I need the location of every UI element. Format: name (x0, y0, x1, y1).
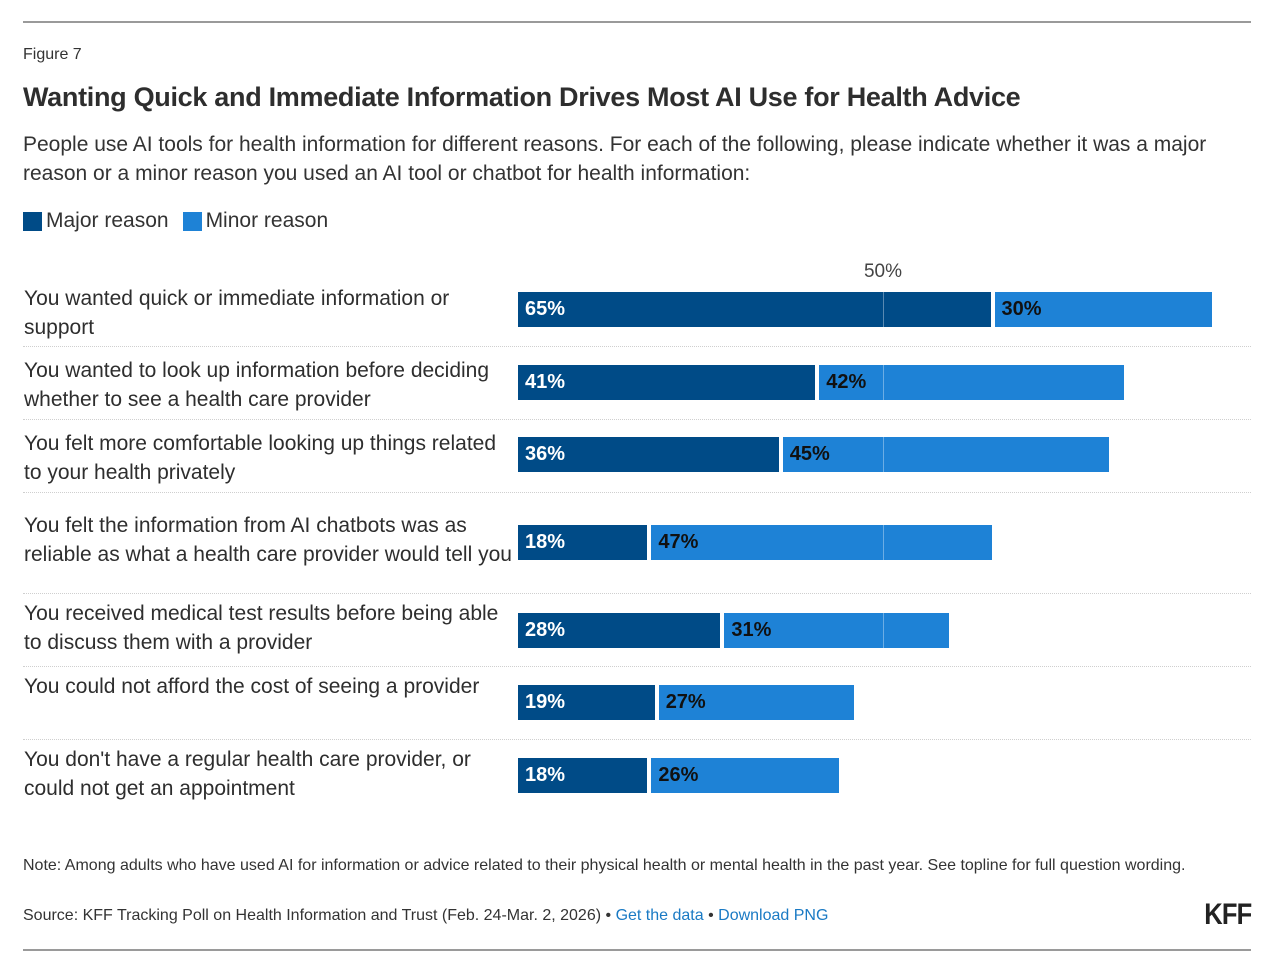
row-label: You felt more comfortable looking up thi… (24, 432, 497, 484)
separator: • (708, 907, 714, 924)
data-label-minor: 42% (826, 371, 867, 393)
data-label-minor: 47% (658, 531, 699, 553)
row-label: You could not afford the cost of seeing … (24, 675, 480, 698)
bar-minor (724, 613, 949, 648)
bar-chart: 50% You wanted quick or immediate inform… (0, 255, 1287, 825)
legend-item-major: Major reason (23, 209, 169, 233)
bar-minor (819, 365, 1124, 400)
bar-minor (782, 437, 1110, 472)
data-label-major: 18% (525, 531, 566, 553)
row-divider (23, 666, 1251, 667)
bar-minor (651, 758, 840, 793)
legend-item-minor: Minor reason (182, 209, 329, 233)
data-label-major: 28% (525, 619, 566, 641)
chart-note: Note: Among adults who have used AI for … (23, 857, 1186, 874)
get-the-data-link[interactable]: Get the data (615, 907, 704, 924)
bar-major (518, 365, 816, 400)
legend: Major reason Minor reason (23, 209, 342, 233)
reference-line-label: 50% (863, 261, 903, 282)
data-label-minor: 31% (731, 619, 772, 641)
data-label-major: 65% (525, 298, 566, 320)
source-line: Source: KFF Tracking Poll on Health Info… (23, 907, 828, 925)
data-label-minor: 26% (658, 764, 699, 786)
row-label: You wanted quick or immediate informatio… (24, 287, 450, 339)
bar-major (518, 685, 655, 720)
chart-title: Wanting Quick and Immediate Information … (23, 82, 1021, 112)
data-label-major: 36% (525, 443, 566, 465)
data-label-minor: 45% (789, 443, 830, 465)
row-label: You wanted to look up information before… (24, 359, 490, 411)
bar-minor (658, 685, 854, 720)
bottom-rule (23, 949, 1251, 951)
reference-gridline (883, 437, 884, 472)
data-label-major: 41% (525, 371, 566, 393)
source-text: Source: KFF Tracking Poll on Health Info… (23, 907, 602, 924)
data-label-major: 18% (525, 764, 566, 786)
row-label: You received medical test results before… (24, 602, 499, 654)
data-label-minor: 27% (665, 691, 706, 713)
bar-major (518, 437, 779, 472)
separator: • (605, 907, 612, 924)
row-divider (23, 593, 1251, 594)
legend-swatch-minor (182, 211, 202, 231)
bar-minor (651, 525, 993, 560)
legend-swatch-major (23, 211, 42, 231)
data-label-major: 19% (525, 691, 566, 713)
row-label: You don't have a regular health care pro… (24, 748, 471, 800)
reference-gridline (883, 525, 884, 560)
reference-gridline (883, 365, 884, 400)
reference-gridline (883, 292, 884, 327)
row-divider (23, 346, 1251, 347)
row-label: You felt the information from AI chatbot… (24, 514, 512, 566)
row-divider (23, 419, 1251, 420)
reference-gridline (883, 613, 884, 648)
figure-label: Figure 7 (23, 46, 82, 63)
kff-logo: KFF (1203, 898, 1252, 931)
bar-major (518, 292, 991, 327)
row-divider (23, 492, 1251, 493)
bar-major (518, 525, 648, 560)
legend-label-minor: Minor reason (205, 209, 329, 232)
chart-subtitle: People use AI tools for health informati… (23, 133, 1207, 185)
download-png-link[interactable]: Download PNG (718, 907, 829, 924)
bar-major (518, 758, 648, 793)
bar-minor (994, 292, 1212, 327)
top-rule (23, 21, 1251, 23)
legend-label-major: Major reason (46, 209, 169, 232)
bar-major (518, 613, 721, 648)
data-label-minor: 30% (1001, 298, 1042, 320)
row-divider (23, 739, 1251, 740)
